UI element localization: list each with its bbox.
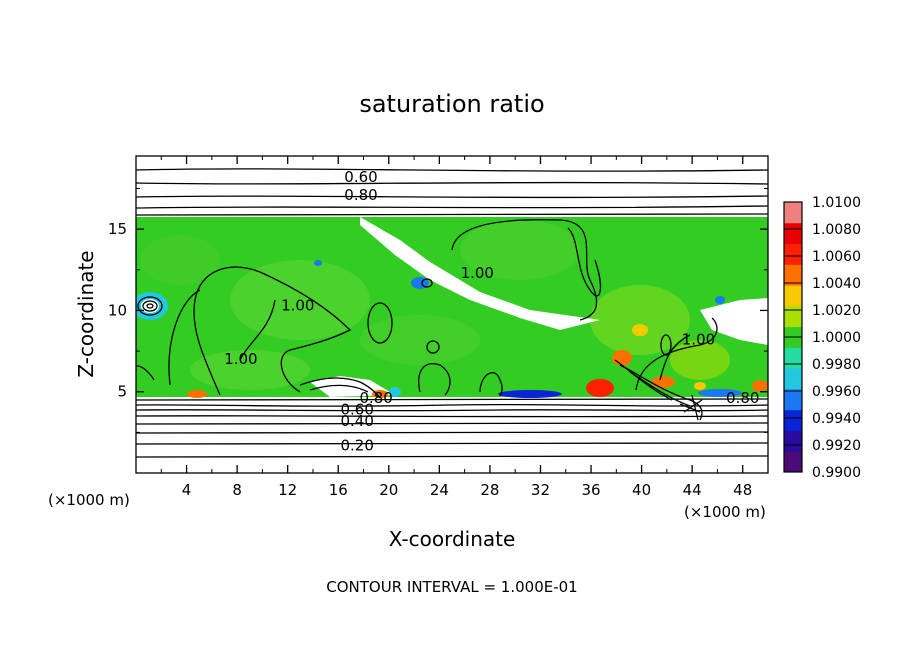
contour-label: 0.80: [726, 389, 759, 407]
field-texture: [140, 220, 730, 390]
colorbar-label: 0.9980: [812, 357, 861, 373]
colorbar-label: 0.9940: [812, 411, 861, 427]
colorbar-label: 1.0080: [812, 222, 861, 238]
contour-label: 1.00: [281, 297, 314, 315]
contour-label: 1.00: [461, 264, 494, 282]
colorbar-label: 1.0000: [812, 330, 861, 346]
contour-label: 1.00: [224, 350, 257, 368]
chart-title: saturation ratio: [359, 90, 544, 118]
x-tick-label: 24: [430, 481, 449, 499]
contour-label: 0.20: [340, 436, 373, 454]
colorbar-swatch: [784, 388, 802, 411]
colorbar-swatch: [784, 243, 802, 265]
colorbar-label: 1.0040: [812, 276, 861, 292]
contour-lines: [136, 168, 768, 458]
contour-label: 0.60: [344, 168, 377, 186]
colorbar-label: 1.0100: [812, 195, 861, 211]
contour-label: 0.80: [344, 186, 377, 204]
colorbar-swatch: [784, 264, 802, 286]
colorbar: 1.0100 1.0080 1.0060 1.0040 1.0020 1.0000 0.99…: [783, 195, 861, 481]
contour-label: 1.00: [682, 331, 715, 349]
x-tick-label: 8: [232, 481, 242, 499]
x-tick-label: 40: [632, 481, 651, 499]
plot-area: 0.600.801.001.001.001.000.800.600.400.20…: [136, 156, 768, 473]
stratosphere-background: [136, 156, 768, 218]
x-tick-label: 28: [480, 481, 499, 499]
x-tick-label: 4: [182, 481, 192, 499]
colorbar-swatch: [784, 222, 802, 245]
x-tick-label: 44: [683, 481, 702, 499]
colorbar-label: 1.0020: [812, 303, 861, 319]
x-tick-label: 48: [733, 481, 752, 499]
x-axis-title: X-coordinate: [389, 527, 516, 551]
colorbar-label: 1.0060: [812, 249, 861, 265]
x-axis: 4 8 12 16 20 24 28 32 36 40 44 48: [160, 156, 752, 499]
y-tick-label: 10: [108, 301, 127, 319]
colorbar-swatch: [784, 202, 802, 224]
colorbar-swatch: [784, 368, 802, 390]
contour-labels: 0.600.801.001.001.001.000.800.600.400.20…: [224, 168, 759, 454]
colorbar-swatch: [784, 409, 802, 431]
x-tick-label: 12: [278, 481, 297, 499]
plot-frame: [135, 155, 769, 474]
colorbar-label: 0.9960: [812, 384, 861, 400]
y-tick-label: 15: [108, 220, 127, 238]
colorbar-swatch: [784, 305, 802, 328]
contour-label: 0.80: [359, 389, 392, 407]
colorbar-swatch: [784, 430, 802, 452]
y-tick-label: 5: [117, 383, 127, 401]
colorbar-swatch: [784, 347, 802, 369]
contour-interval-footer: CONTOUR INTERVAL = 1.000E-01: [326, 578, 577, 596]
boundary-layer-background: [136, 397, 768, 473]
x-tick-label: 36: [581, 481, 600, 499]
colorbar-label: 0.9920: [812, 438, 861, 454]
y-axis-title: Z-coordinate: [74, 250, 98, 377]
colorbar-swatch: [784, 285, 802, 307]
x-tick-label: 16: [329, 481, 348, 499]
contour-label: 0.40: [340, 412, 373, 430]
x-axis-unit-left: (×1000 m): [48, 491, 130, 509]
contour-label: 0.60: [340, 401, 373, 419]
colorbar-swatch: [784, 451, 802, 473]
y-axis: 5 10 15: [108, 188, 768, 433]
x-tick-label: 20: [379, 481, 398, 499]
x-tick-label: 32: [531, 481, 550, 499]
x-axis-unit-right: (×1000 m): [684, 503, 766, 521]
colorbar-label: 0.9900: [812, 465, 861, 481]
